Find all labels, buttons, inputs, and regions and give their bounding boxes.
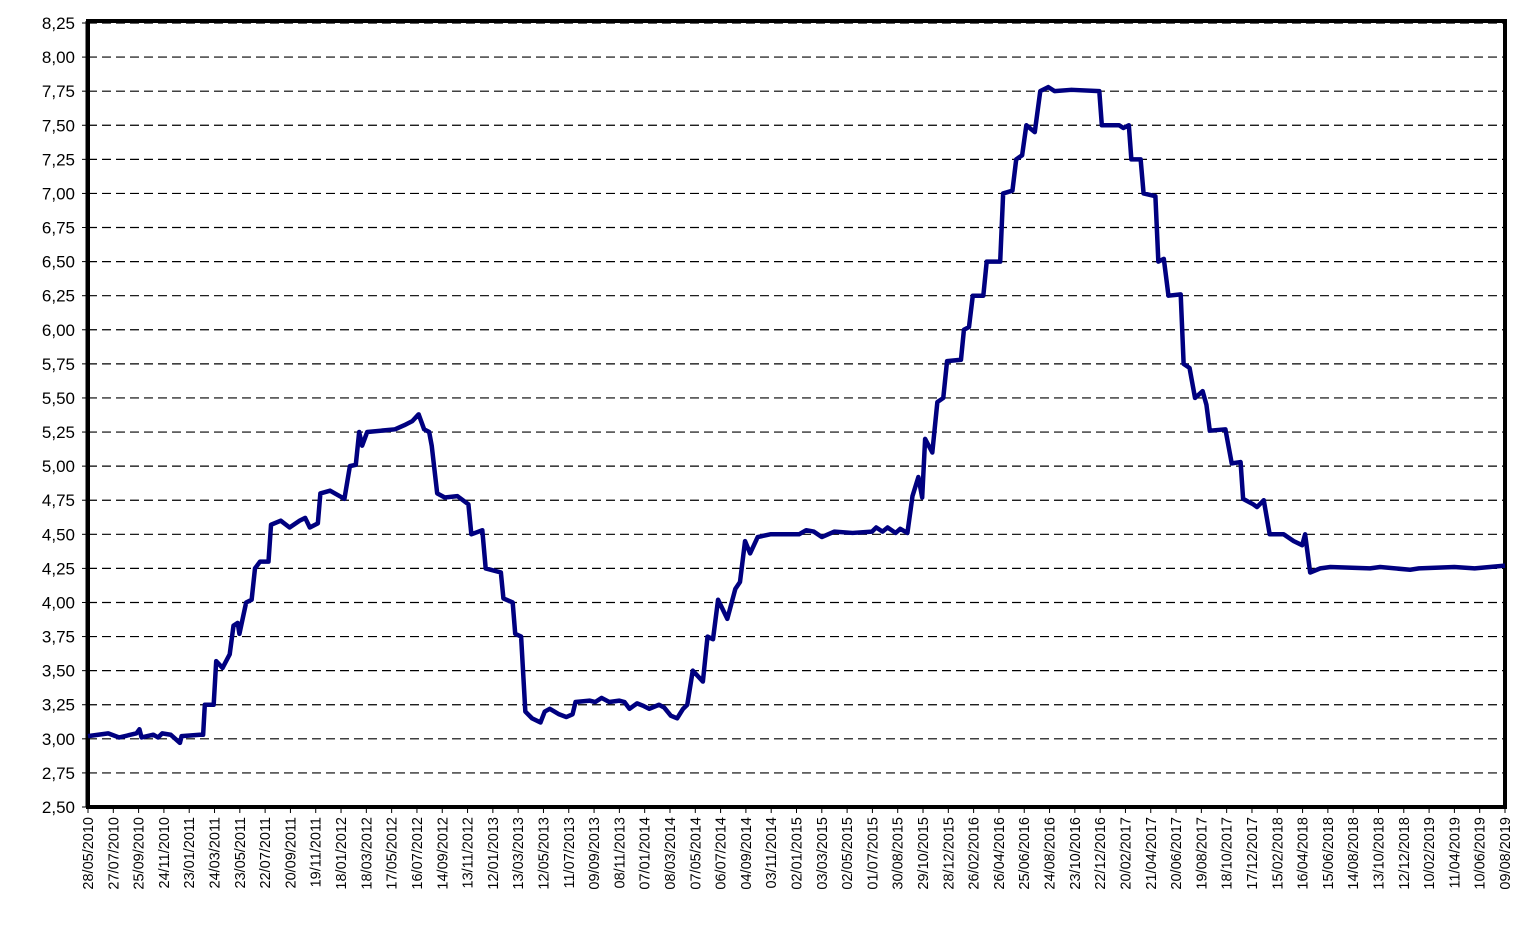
y-tick-label: 7,00	[42, 184, 75, 203]
y-tick-label: 5,00	[42, 457, 75, 476]
y-tick-label: 3,00	[42, 730, 75, 749]
x-tick-label: 11/07/2013	[562, 817, 578, 889]
x-tick-label: 18/10/2017	[1220, 817, 1236, 890]
y-tick-label: 4,50	[42, 525, 75, 544]
y-tick-label: 2,50	[42, 798, 75, 817]
x-tick-label: 24/11/2010	[157, 817, 173, 889]
y-tick-label: 6,50	[42, 253, 75, 272]
x-tick-label: 22/07/2011	[258, 817, 274, 889]
y-tick-label: 5,75	[42, 355, 75, 374]
x-tick-label: 13/10/2018	[1371, 817, 1387, 890]
y-tick-label: 6,00	[42, 321, 75, 340]
x-tick-label: 07/01/2014	[638, 817, 654, 890]
x-tick-label: 25/09/2010	[132, 817, 148, 890]
x-tick-label: 14/09/2012	[435, 817, 451, 890]
x-tick-label: 02/05/2015	[840, 817, 856, 890]
x-tick-label: 09/09/2013	[587, 817, 603, 890]
x-tick-label: 20/06/2017	[1169, 817, 1185, 890]
x-tick-label: 26/04/2016	[992, 817, 1008, 890]
x-tick-label: 28/05/2010	[81, 817, 97, 890]
x-tick-label: 17/12/2017	[1245, 817, 1261, 890]
x-tick-label: 17/05/2012	[385, 817, 401, 890]
y-tick-label: 7,25	[42, 150, 75, 169]
plot-frame	[86, 19, 1507, 809]
x-tick-label: 12/05/2013	[536, 817, 552, 890]
x-tick-label: 15/02/2018	[1270, 817, 1286, 890]
x-tick-label: 11/04/2019	[1447, 817, 1463, 889]
x-tick-label: 10/06/2019	[1473, 817, 1489, 890]
data-line	[87, 84, 1506, 746]
x-tick-label: 04/09/2014	[739, 817, 755, 890]
x-tick-label: 29/10/2015	[916, 817, 932, 890]
x-tick-label: 28/12/2015	[941, 817, 957, 890]
x-tick-label: 08/11/2013	[612, 817, 628, 889]
y-tick-label: 3,50	[42, 662, 75, 681]
x-tick-label: 12/01/2013	[486, 817, 502, 890]
y-tick-label: 4,75	[42, 491, 75, 510]
y-tick-label: 3,25	[42, 696, 75, 715]
y-tick-label: 7,75	[42, 82, 75, 101]
x-tick-label: 27/07/2010	[106, 817, 122, 890]
y-tick-label: 4,00	[42, 593, 75, 612]
x-tick-label: 06/07/2014	[714, 817, 730, 890]
x-tick-label: 18/01/2012	[334, 817, 350, 890]
x-tick-label: 18/03/2012	[359, 817, 375, 890]
x-tick-label: 25/06/2016	[1017, 817, 1033, 890]
x-tick-label: 12/12/2018	[1397, 817, 1413, 890]
x-tick-label: 16/07/2012	[410, 817, 426, 890]
x-tick-label: 19/11/2011	[309, 817, 325, 887]
y-tick-label: 8,00	[42, 48, 75, 67]
y-tick-label: 4,25	[42, 559, 75, 578]
x-tick-label: 02/01/2015	[790, 817, 806, 890]
x-tick-label: 26/02/2016	[967, 817, 983, 890]
x-tick-label: 30/08/2015	[891, 817, 907, 890]
y-tick-label: 8,25	[42, 14, 75, 33]
x-tick-label: 08/03/2014	[663, 817, 679, 890]
x-tick-label: 15/06/2018	[1321, 817, 1337, 890]
y-tick-label: 5,50	[42, 389, 75, 408]
x-tick-label: 23/05/2011	[233, 817, 249, 889]
x-tick-label: 13/11/2012	[461, 817, 477, 889]
x-tick-label: 03/11/2014	[764, 817, 780, 889]
x-tick-label: 24/08/2016	[1043, 817, 1059, 890]
x-tick-label: 19/08/2017	[1194, 817, 1210, 890]
y-tick-label: 6,75	[42, 219, 75, 238]
x-tick-label: 24/03/2011	[208, 817, 224, 889]
x-tick-label: 14/08/2018	[1346, 817, 1362, 890]
x-tick-label: 10/02/2019	[1422, 817, 1438, 890]
x-tick-label: 09/08/2019	[1498, 817, 1514, 890]
x-tick-label: 20/09/2011	[283, 817, 299, 889]
y-tick-label: 2,75	[42, 764, 75, 783]
y-tick-label: 7,50	[42, 116, 75, 135]
x-tick-label: 22/12/2016	[1093, 817, 1109, 890]
x-tick-label: 07/05/2014	[688, 817, 704, 890]
y-tick-label: 5,25	[42, 423, 75, 442]
x-tick-label: 03/03/2015	[815, 817, 831, 890]
x-tick-label: 21/04/2017	[1144, 817, 1160, 890]
y-tick-label: 3,75	[42, 628, 75, 647]
x-tick-label: 23/01/2011	[182, 817, 198, 889]
x-tick-label: 20/02/2017	[1118, 817, 1134, 890]
x-tick-label: 23/10/2016	[1068, 817, 1084, 890]
x-tick-label: 01/07/2015	[865, 817, 881, 890]
x-tick-label: 13/03/2013	[511, 817, 527, 890]
x-tick-label: 16/04/2018	[1296, 817, 1312, 890]
y-tick-label: 6,25	[42, 287, 75, 306]
